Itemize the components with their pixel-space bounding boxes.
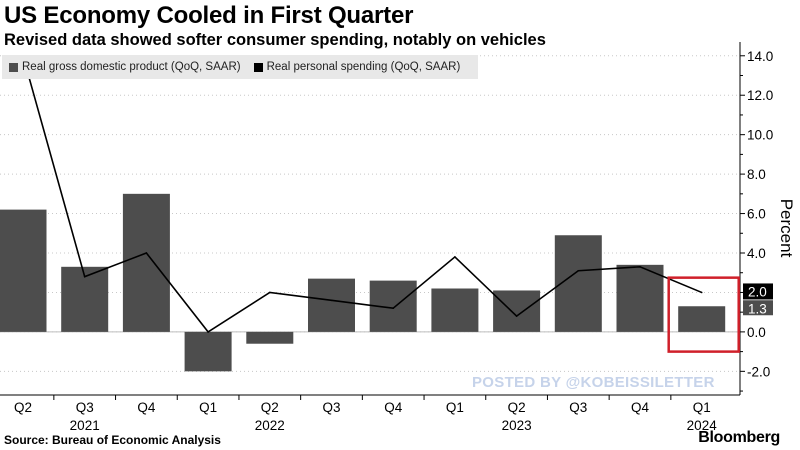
x-tick-label: Q1: [693, 400, 711, 415]
y-tick-label: 4.0: [747, 246, 766, 261]
x-tick-label: Q4: [137, 400, 156, 415]
y-tick-label: 8.0: [747, 167, 766, 182]
y-tick-label: 14.0: [747, 49, 773, 64]
x-year-label: 2024: [687, 418, 718, 433]
x-tick-label: Q2: [14, 400, 32, 415]
spending-point: [454, 256, 456, 258]
last-value-label-line: 2.0: [748, 284, 767, 299]
spending-point: [577, 269, 580, 272]
chart-subtitle: Revised data showed softer consumer spen…: [4, 31, 546, 49]
chart-legend: Real gross domestic product (QoQ, SAAR) …: [2, 55, 478, 79]
x-year-label: 2021: [70, 418, 100, 433]
legend-item-gdp: Real gross domestic product (QoQ, SAAR): [9, 61, 241, 73]
y-tick-label: 12.0: [747, 88, 773, 103]
source-note: Source: Bureau of Economic Analysis: [4, 433, 221, 447]
spending-line-path: [22, 55, 703, 333]
gdp-bars: [0, 193, 726, 372]
x-tick-label: Q3: [322, 400, 340, 415]
y-tick-label: -2.0: [747, 364, 770, 379]
x-tick-label: Q2: [261, 400, 279, 415]
last-value-label-bar: 1.3: [748, 301, 767, 316]
gdp-bar: [0, 209, 47, 332]
highlight-rectangle: [667, 276, 740, 353]
x-tick-label: Q1: [446, 400, 464, 415]
y-axis-title: Percent: [777, 199, 796, 258]
x-axis: Q2 Q3 Q4 Q1 Q2 Q3 Q4 Q1 Q2 Q3 Q4 Q1 2021 2022 2023 2024: [0, 394, 740, 433]
x-tick-label: Q3: [569, 400, 587, 415]
spending-point: [700, 291, 703, 294]
gdp-bar: [616, 264, 664, 332]
gdp-bar: [122, 193, 170, 332]
gdp-bar: [308, 278, 355, 332]
spending-point: [392, 307, 395, 310]
gdp-bar: [61, 266, 109, 332]
gdp-bar: [678, 306, 726, 332]
gdp-bar: [246, 331, 294, 344]
x-tick-label: Q4: [384, 400, 403, 415]
bloomberg-logo: Bloomberg: [698, 429, 780, 446]
x-tick-label: Q3: [76, 400, 94, 415]
y-tick-label: 6.0: [747, 207, 766, 222]
spending-point: [515, 315, 518, 317]
spending-point: [145, 252, 148, 254]
gdp-bar: [431, 288, 479, 332]
x-tick-label: Q4: [631, 400, 650, 415]
x-tick-label: Q2: [508, 400, 526, 415]
chart-title: US Economy Cooled in First Quarter: [4, 2, 414, 29]
last-value-tag-line: [743, 283, 773, 300]
watermark-text: POSTED BY @KOBEISSILETTER: [472, 374, 715, 391]
legend-swatch-spending: [253, 62, 263, 72]
y-tick-label: 10.0: [747, 128, 773, 143]
spending-point: [207, 331, 209, 333]
x-year-label: 2022: [255, 418, 285, 433]
gdp-bar: [554, 235, 602, 332]
legend-item-spending: Real personal spending (QoQ, SAAR): [253, 61, 461, 73]
y-tick-label: 0.0: [747, 325, 766, 340]
spending-point: [83, 275, 86, 278]
spending-point: [330, 299, 333, 302]
x-tick-label: Q1: [199, 400, 217, 415]
legend-label-spending: Real personal spending (QoQ, SAAR): [266, 61, 461, 73]
y-axis: -2.00.02.04.06.08.010.012.014.0Percent2.…: [739, 42, 796, 395]
last-value-tag-bar: [743, 300, 773, 316]
highlight-box: [667, 276, 740, 353]
legend-label-gdp: Real gross domestic product (QoQ, SAAR): [22, 61, 241, 73]
gdp-bar: [184, 331, 232, 372]
spending-point: [269, 291, 271, 294]
gdp-bar: [493, 290, 541, 332]
x-year-label: 2023: [502, 418, 532, 433]
spending-line: [22, 54, 703, 333]
legend-swatch-gdp: [9, 62, 18, 72]
spending-point: [639, 266, 641, 268]
